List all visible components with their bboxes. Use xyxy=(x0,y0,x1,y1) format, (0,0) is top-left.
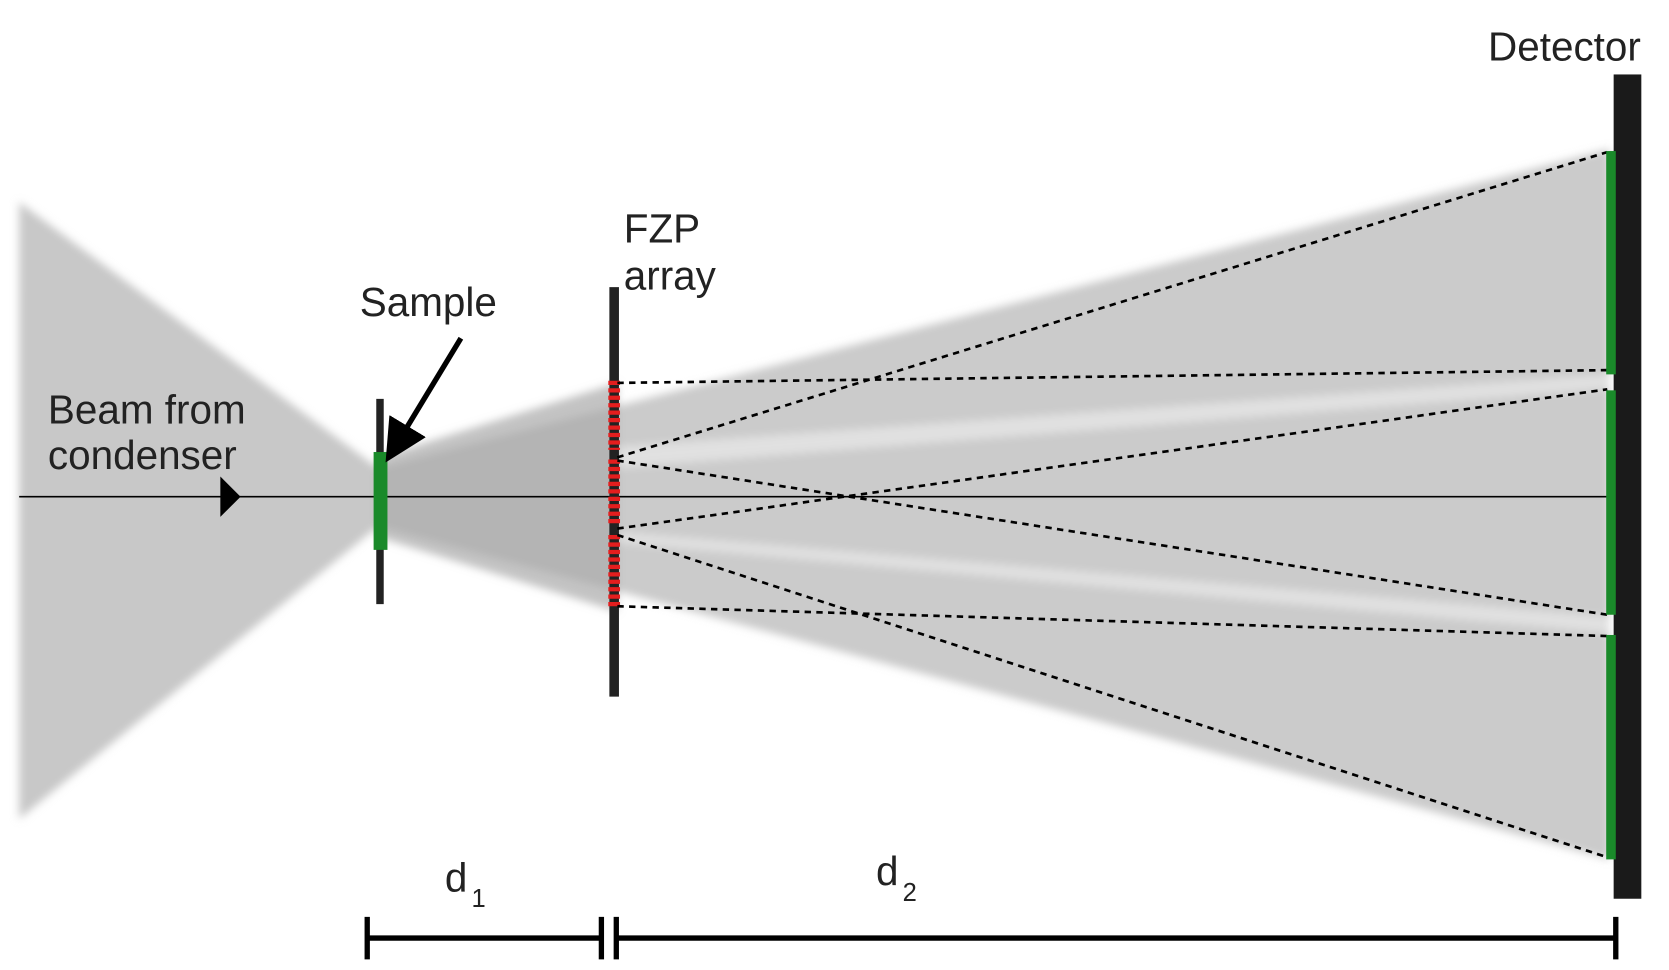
sample-pointer xyxy=(385,336,464,463)
fzp-label: FZP xyxy=(624,206,700,252)
detector-label: Detector xyxy=(1488,24,1641,70)
detector xyxy=(1613,74,1642,899)
sample-label: Sample xyxy=(360,279,497,325)
beam-shading xyxy=(19,148,1610,860)
sample xyxy=(373,452,388,550)
ray-lines xyxy=(616,150,1608,859)
beam-label: condenser xyxy=(48,432,237,478)
beam-arrowhead xyxy=(220,476,241,517)
d1-subscript: 1 xyxy=(472,885,486,913)
fzp-label: array xyxy=(624,252,717,298)
d2-subscript: 2 xyxy=(903,879,917,907)
d2-label: d xyxy=(876,848,898,894)
distance-bars xyxy=(364,916,1619,960)
d1-label: d xyxy=(445,854,467,900)
detector-images xyxy=(1606,151,1616,860)
beam-label: Beam from xyxy=(48,386,246,432)
